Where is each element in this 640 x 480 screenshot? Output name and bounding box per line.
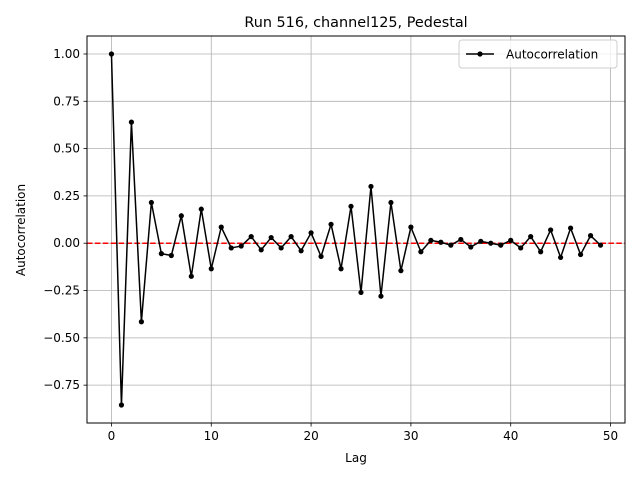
x-tick-label: 40 — [503, 429, 518, 443]
data-point — [558, 254, 564, 261]
data-point — [378, 293, 384, 299]
data-point — [168, 252, 174, 259]
y-axis-label: Autocorrelation — [14, 184, 28, 276]
data-point — [118, 402, 125, 408]
y-tick-label: −0.25 — [43, 284, 80, 298]
data-point — [338, 266, 344, 272]
data-point — [448, 242, 454, 248]
data-point — [278, 245, 284, 251]
data-point — [388, 199, 394, 206]
data-point — [328, 221, 334, 227]
data-point — [308, 230, 314, 236]
data-point — [568, 225, 574, 231]
data-point — [138, 319, 144, 325]
data-point — [368, 183, 374, 190]
data-point — [358, 289, 364, 296]
data-point — [248, 233, 254, 240]
x-tick-label: 20 — [303, 429, 318, 443]
x-tick-label: 0 — [108, 429, 116, 443]
data-point — [587, 233, 594, 239]
data-point — [198, 206, 204, 212]
y-tick-label: −0.75 — [43, 378, 80, 392]
y-tick-label: 0.00 — [53, 236, 80, 250]
data-point — [398, 268, 404, 274]
data-point — [498, 242, 504, 248]
data-point — [528, 233, 534, 240]
data-point — [488, 240, 494, 246]
data-point — [508, 237, 514, 243]
legend-marker — [477, 51, 483, 57]
x-ticks: 0 10 20 30 40 50 — [108, 423, 618, 443]
legend-label: Autocorrelation — [506, 48, 598, 62]
data-point — [218, 224, 224, 230]
data-point — [158, 251, 164, 257]
data-point — [178, 213, 184, 219]
y-tick-label: −0.50 — [43, 331, 80, 345]
data-point — [128, 119, 135, 125]
data-point — [418, 249, 424, 255]
y-tick-label: 0.25 — [53, 189, 80, 203]
data-point — [548, 227, 554, 233]
data-point — [577, 251, 584, 258]
data-point — [408, 224, 414, 230]
data-point — [108, 51, 115, 57]
data-point — [438, 239, 444, 245]
data-point — [148, 199, 154, 206]
y-tick-label: 0.50 — [53, 142, 80, 156]
data-point — [288, 233, 294, 240]
legend: Autocorrelation — [458, 39, 618, 69]
data-point — [538, 249, 544, 255]
legend-box — [458, 39, 618, 69]
data-point — [458, 236, 464, 243]
data-point — [238, 243, 244, 249]
data-point — [318, 253, 324, 260]
data-point — [188, 273, 194, 279]
data-point — [258, 247, 264, 253]
data-point — [468, 244, 474, 250]
data-point — [597, 242, 604, 248]
data-point — [518, 245, 524, 251]
data-point — [348, 203, 354, 209]
x-tick-label: 10 — [204, 429, 219, 443]
axes-frame — [86, 35, 626, 424]
data-point — [268, 234, 274, 241]
x-tick-label: 50 — [603, 429, 618, 443]
data-point — [298, 248, 304, 254]
y-tick-label: 1.00 — [53, 47, 80, 61]
y-tick-label: 0.75 — [53, 94, 80, 108]
data-point — [208, 266, 214, 272]
series-group — [108, 51, 604, 408]
x-tick-label: 30 — [403, 429, 418, 443]
data-point — [428, 237, 434, 243]
chart-title: Run 516, channel125, Pedestal — [244, 15, 467, 31]
data-point — [478, 238, 484, 244]
data-point — [228, 245, 234, 251]
y-ticks: −0.75 −0.50 −0.25 0.00 0.25 0.50 0.75 1.00 — [43, 47, 87, 392]
x-axis-label: Lag — [345, 451, 367, 465]
